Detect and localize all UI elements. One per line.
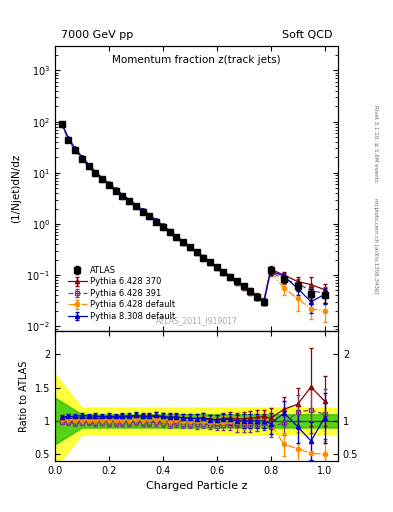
- Y-axis label: Ratio to ATLAS: Ratio to ATLAS: [19, 360, 29, 432]
- Text: 7000 GeV pp: 7000 GeV pp: [61, 30, 133, 40]
- Text: ATLAS_2011_I919017: ATLAS_2011_I919017: [156, 316, 237, 326]
- X-axis label: Charged Particle z: Charged Particle z: [146, 481, 247, 491]
- Text: Rivet 3.1.10, ≥ 1.6M events: Rivet 3.1.10, ≥ 1.6M events: [373, 105, 378, 182]
- Text: Soft QCD: Soft QCD: [282, 30, 332, 40]
- Text: mcplots.cern.ch [arXiv:1306.3436]: mcplots.cern.ch [arXiv:1306.3436]: [373, 198, 378, 293]
- Y-axis label: (1/Njet)dN/dz: (1/Njet)dN/dz: [11, 154, 21, 223]
- Text: Momentum fraction z(track jets): Momentum fraction z(track jets): [112, 55, 281, 65]
- Legend: ATLAS, Pythia 6.428 370, Pythia 6.428 391, Pythia 6.428 default, Pythia 8.308 de: ATLAS, Pythia 6.428 370, Pythia 6.428 39…: [65, 263, 178, 324]
